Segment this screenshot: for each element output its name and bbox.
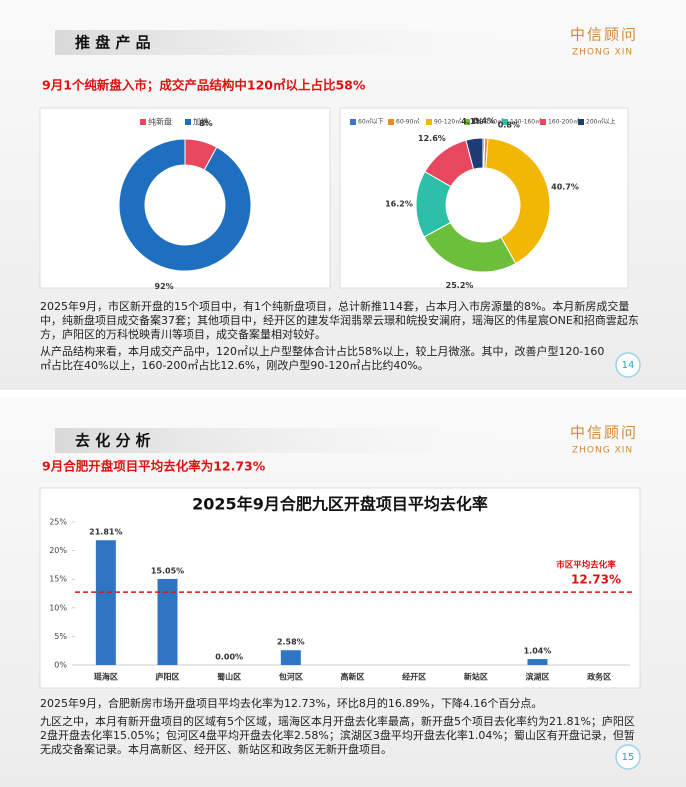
y-tick-label: 10% [49,603,67,612]
x-tick-label: 经开区 [402,672,426,682]
subtitle: 9月合肥开盘项目平均去化率为12.73% [42,459,266,474]
header-title: 去 化 分 析 [75,432,151,450]
legend-swatch [502,119,508,125]
donut-slice [465,137,484,170]
legend-swatch [426,119,432,125]
logo-name: 中信顾问 [570,26,638,44]
reference-label: 12.73% [571,573,621,587]
legend-swatch [388,119,394,125]
y-tick-label: 20% [49,546,67,555]
data-label: 25.2% [446,281,474,290]
legend-swatch [185,119,191,125]
logo-latin: ZHONG XIN [572,446,633,456]
header-band [55,428,505,453]
donut-slice [118,138,252,272]
paragraph: 2025年9月，市区新开盘的15个项目中，有1个纯新盘项目，总计新推114套，占… [40,300,639,341]
data-label: 12.6% [418,134,446,143]
data-label: 0.4% [473,117,495,126]
page-badge [615,744,641,770]
legend-swatch [578,119,584,125]
legend-label: 60㎡以下 [358,118,384,126]
data-label: 40.7% [551,182,579,191]
x-tick-label: 滨湖区 [526,672,550,682]
x-tick-label: 蜀山区 [217,672,241,682]
legend-swatch [350,119,356,125]
logo-name: 中信顾问 [570,424,638,442]
reference-name: 市区平均去化率 [556,560,616,571]
data-label: 2.58% [277,638,305,647]
data-label: 21.81% [89,528,122,537]
legend-label: 200㎡以上 [586,118,615,126]
y-tick-label: 25% [49,518,67,527]
x-tick-label: 瑶海区 [94,672,118,682]
x-tick-label: 政务区 [587,672,611,682]
x-tick-label: 庐阳区 [156,672,180,682]
legend-swatch [140,119,146,125]
legend-label: 120-140㎡ [472,118,503,126]
data-label: 0.8% [498,121,520,130]
y-tick-label: 5% [54,632,67,641]
donut-slice [485,137,551,265]
page-number: 15 [622,752,635,763]
paragraph: 九区之中，本月有新开盘项目的区域有5个区域，瑶海区本月开盘去化率最高，新开盘5个… [40,715,635,756]
legend-label: 加推 [193,117,209,127]
page-badge [615,352,641,378]
data-label: 4.1% [461,117,483,126]
legend-swatch [464,119,470,125]
legend-label: 140-160㎡ [510,118,541,126]
x-tick-label: 高新区 [341,672,365,682]
data-label: 8% [199,119,213,128]
chart-title: 2025年9月合肥九区开盘项目平均去化率 [192,495,488,514]
legend-label: 160-200㎡ [548,118,579,126]
y-tick-label: 15% [49,575,67,584]
data-label: 15.05% [151,566,184,575]
logo-latin: ZHONG XIN [572,48,633,58]
page-number: 14 [622,360,635,371]
legend-swatch [540,119,546,125]
bar [527,659,548,665]
data-label: 1.04% [524,647,552,656]
bar [95,540,116,665]
legend-label: 60-90㎡ [396,118,419,126]
header-title: 推 盘 产 品 [75,34,151,52]
chart-panel [39,487,641,689]
data-label: 0.00% [215,653,243,662]
header-band [55,30,505,55]
legend-label: 90-120㎡ [434,118,461,126]
paragraph: 从产品结构来看，本月成交产品中，120㎡以上户型整体合计占比58%以上，较上月微… [40,345,605,372]
legend-label: 纯新盘 [148,117,172,127]
data-label: 16.2% [385,199,413,208]
subtitle: 9月1个纯新盘入市；成交产品结构中120㎡以上占比58% [42,78,366,93]
bar [280,650,301,665]
x-tick-label: 新站区 [464,672,488,682]
x-tick-label: 包河区 [278,672,303,682]
paragraph: 2025年9月，合肥新房市场开盘项目平均去化率为12.73%，环比8月的16.8… [40,697,543,710]
bar [157,578,178,665]
y-tick-label: 0% [54,661,67,670]
data-label: 92% [155,282,174,291]
